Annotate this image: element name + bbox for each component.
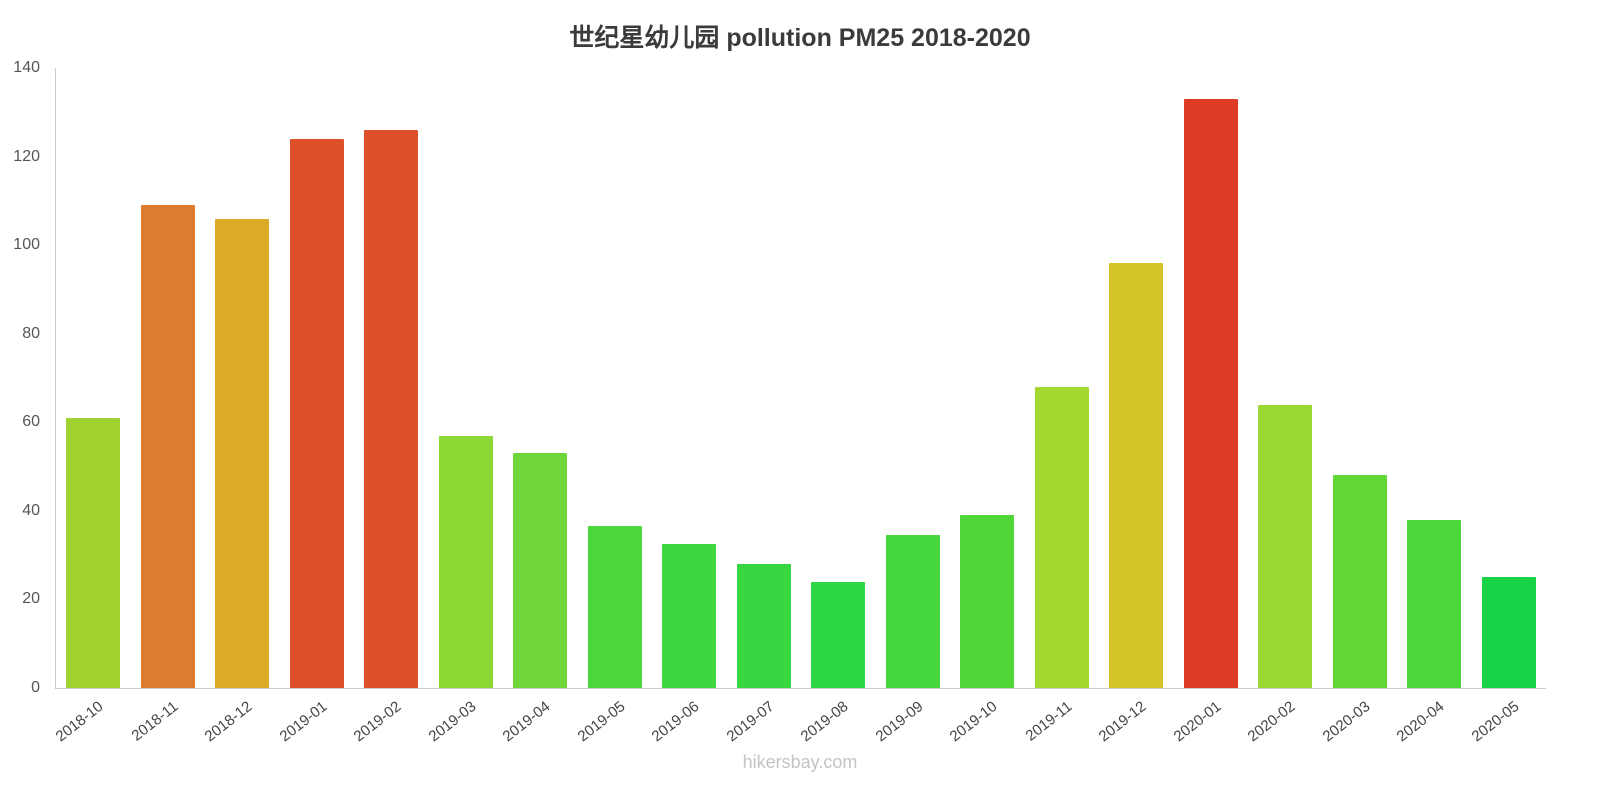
bar-2020-03	[1332, 475, 1387, 688]
y-tick-label-80: 80	[22, 324, 40, 342]
y-tick-label-140: 140	[13, 59, 40, 76]
bar-2020-02	[1258, 404, 1313, 688]
bar-2018-11	[140, 205, 195, 688]
bar-2019-05	[587, 526, 642, 688]
bar-2019-03	[438, 435, 493, 688]
watermark-text: hikersbay.com	[742, 752, 858, 772]
y-tick-label-120: 120	[13, 147, 40, 165]
bar-2019-08	[811, 581, 866, 688]
bar-2019-11	[1034, 386, 1089, 688]
plot-area	[55, 68, 1546, 689]
y-tick-label-0: 0	[31, 679, 40, 696]
bar-2018-12	[215, 218, 270, 688]
chart-title: 世纪星幼儿园 pollution PM25 2018-2020	[569, 24, 1031, 52]
y-axis: 0 20 40 60 80 100 120 140	[0, 59, 48, 696]
bar-2019-02	[364, 130, 419, 688]
bar-2018-10	[66, 417, 121, 688]
y-tick-label-20: 20	[22, 590, 40, 608]
bar-2019-10	[960, 515, 1015, 688]
bar-2019-04	[513, 453, 568, 688]
x-axis: 2018-10 2018-11 2018-12 2019-01 2019-02 2019-…	[53, 694, 1545, 794]
bar-2020-01	[1183, 99, 1238, 688]
y-tick-label-40: 40	[22, 501, 40, 519]
y-tick-label-60: 60	[22, 413, 40, 431]
bar-2019-09	[885, 535, 940, 688]
bars-container	[56, 68, 1546, 688]
bar-2019-06	[662, 544, 717, 688]
bar-2019-01	[289, 138, 344, 688]
y-tick-label-100: 100	[13, 236, 40, 254]
bar-2019-12	[1109, 262, 1164, 688]
bar-2020-04	[1407, 519, 1462, 688]
bar-2020-05	[1481, 577, 1536, 688]
bar-2019-07	[736, 564, 791, 688]
